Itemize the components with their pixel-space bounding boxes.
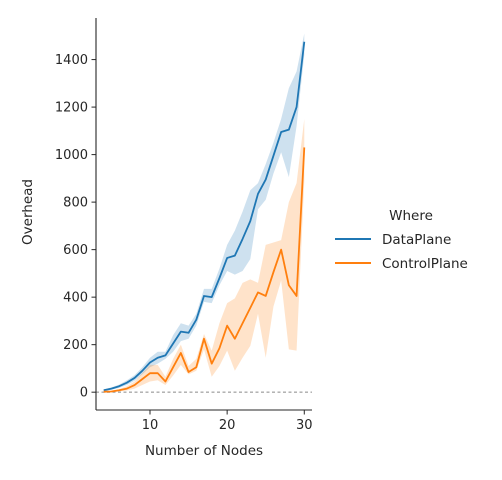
- series-lines: [103, 41, 306, 393]
- legend-label-controlplane: ControlPlane: [382, 256, 468, 272]
- x-tick-label: 30: [296, 418, 313, 433]
- y-tick-label: 400: [63, 291, 88, 306]
- y-axis-ticks: 0 200 400 600 800 1000 1200 1400: [55, 53, 96, 401]
- y-axis-title: Overhead: [20, 179, 36, 245]
- legend: Where DataPlane ControlPlane: [335, 208, 468, 272]
- x-tick-label: 10: [142, 418, 159, 433]
- controlplane-confidence-band: [103, 118, 305, 393]
- x-axis-title: Number of Nodes: [145, 443, 263, 459]
- y-tick-label: 600: [63, 243, 88, 258]
- x-tick-label: 20: [219, 418, 236, 433]
- y-tick-label: 0: [80, 386, 88, 401]
- confidence-bands: [103, 33, 305, 393]
- legend-items: DataPlane ControlPlane: [335, 232, 468, 272]
- x-axis-ticks: 10 20 30: [142, 410, 313, 433]
- legend-label-dataplane: DataPlane: [382, 232, 451, 248]
- dataplane-line: [103, 41, 306, 392]
- y-tick-label: 1400: [55, 53, 88, 68]
- y-tick-label: 800: [63, 196, 88, 211]
- y-tick-label: 1200: [55, 101, 88, 116]
- y-tick-label: 200: [63, 338, 88, 353]
- y-tick-label: 1000: [55, 148, 88, 163]
- controlplane-line: [103, 147, 306, 393]
- legend-title: Where: [389, 208, 433, 224]
